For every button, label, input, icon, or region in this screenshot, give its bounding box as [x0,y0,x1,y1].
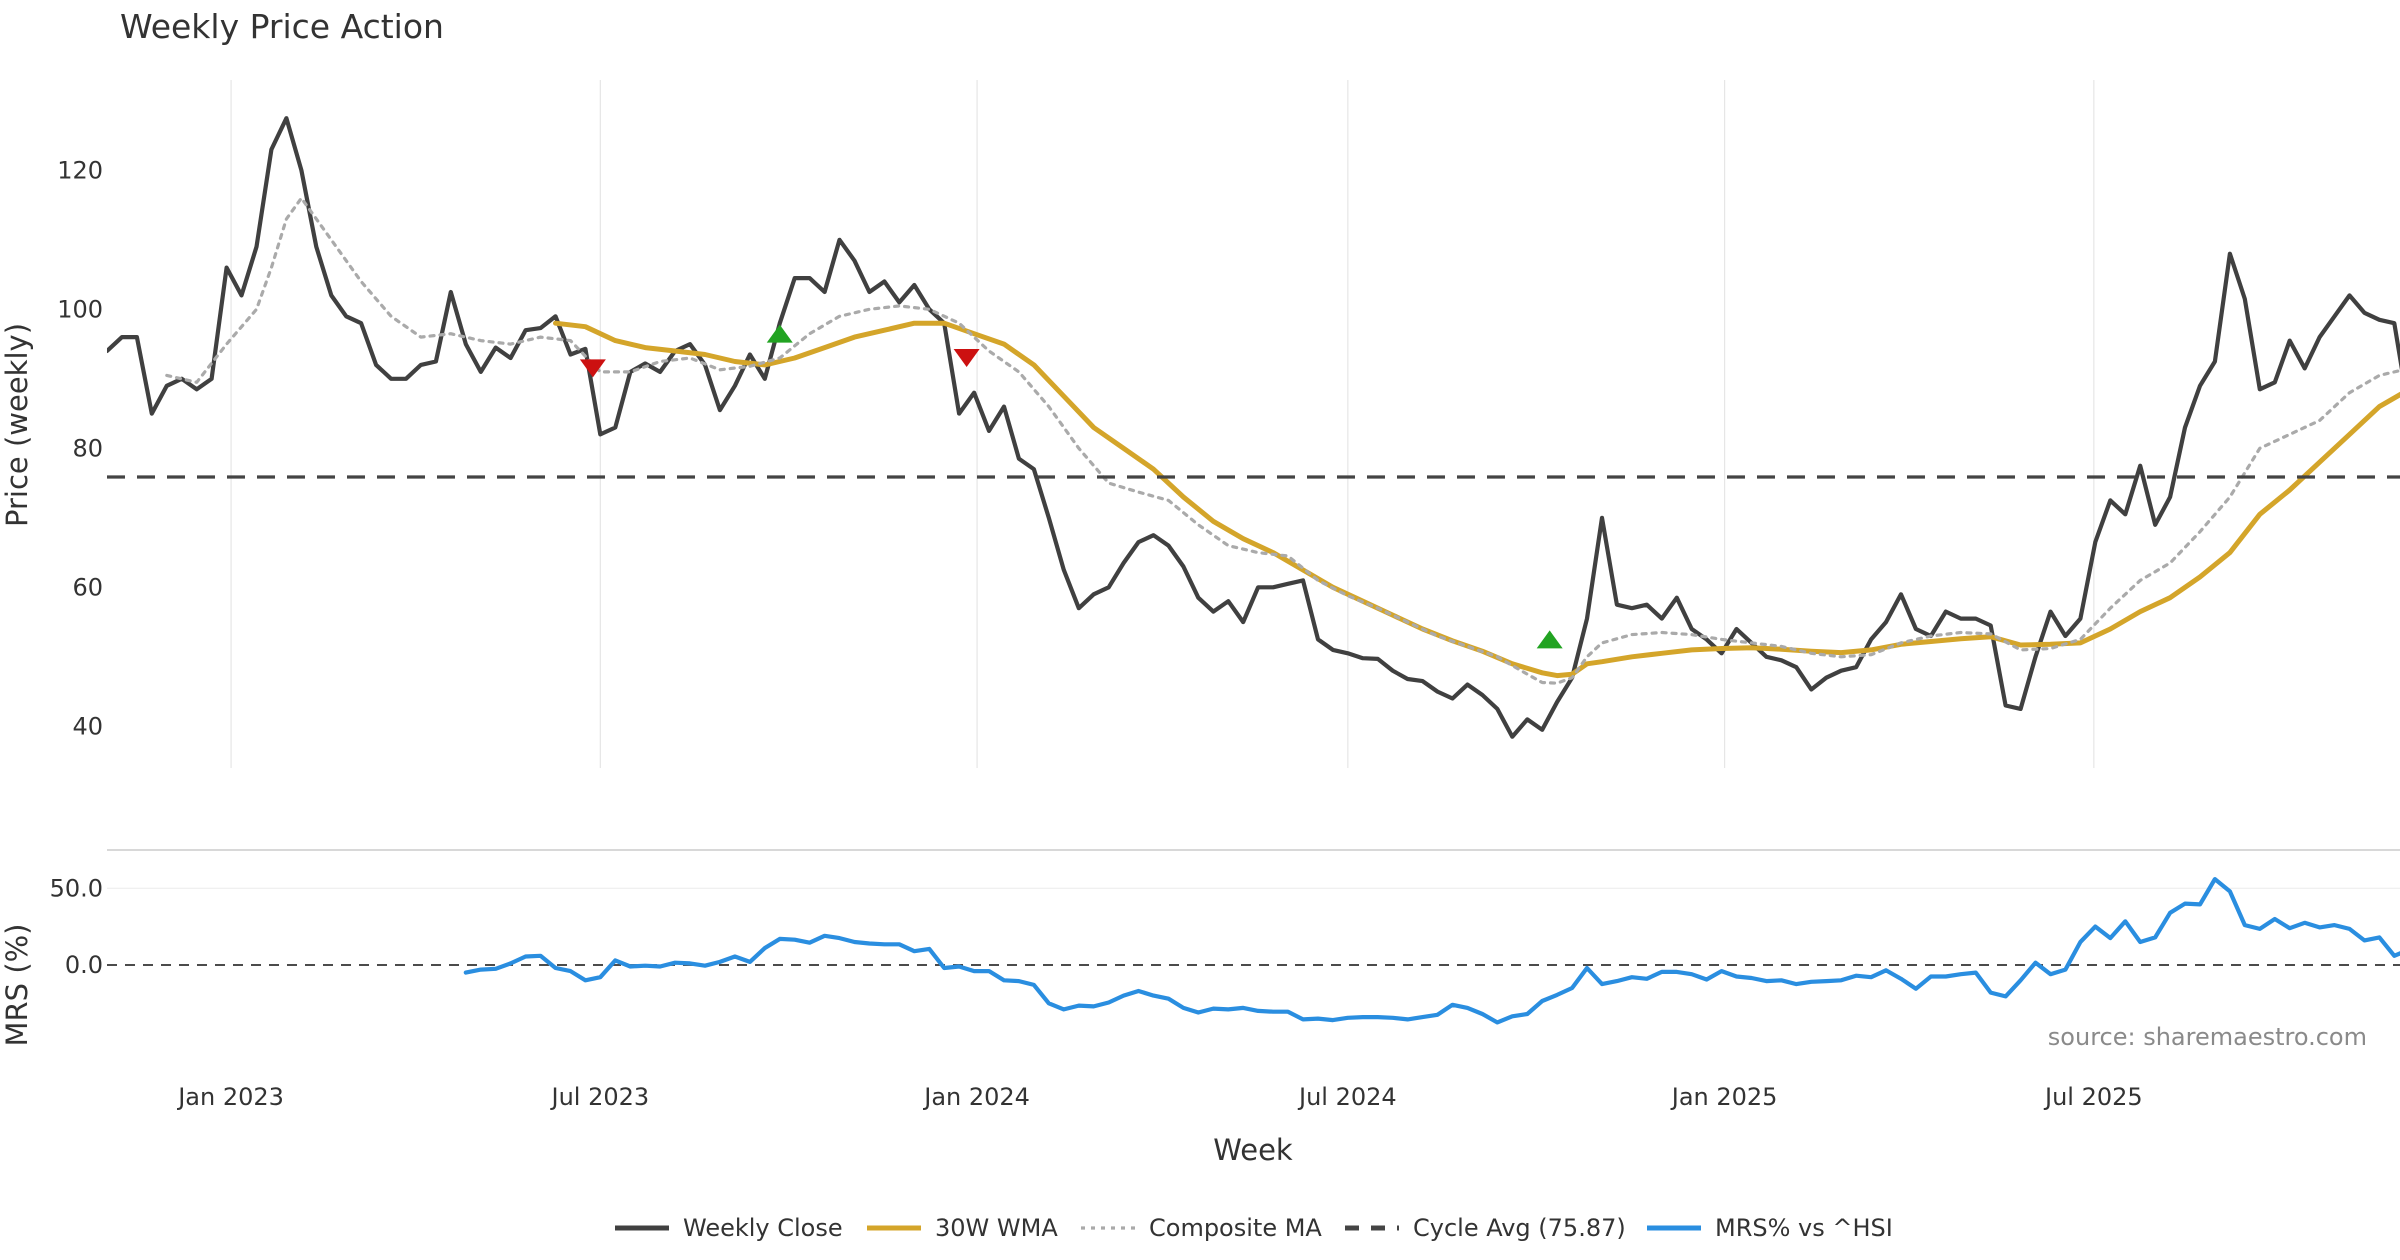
legend-label: 30W WMA [935,1214,1058,1242]
chart-title: Weekly Price Action [120,7,444,46]
buy-signal-marker [766,324,793,343]
x-tick-label: Jan 2025 [1670,1083,1778,1111]
x-tick-label: Jul 2024 [1297,1083,1397,1111]
price-y-tick-label: 100 [57,295,103,323]
legend-label: Weekly Close [683,1214,843,1242]
mrs-line [463,877,2400,1025]
x-tick-label: Jul 2023 [550,1083,650,1111]
composite-ma-line [165,196,2400,685]
price-panel [107,116,2400,739]
price-y-tick-label: 40 [72,712,103,740]
wma-30w-line [553,320,2400,679]
price-y-tick-label: 120 [57,156,103,184]
mrs-y-axis-label: MRS (%) [0,924,34,1047]
weekly-close-line [107,116,2400,739]
grid-layer [107,80,2400,889]
sell-signal-marker [579,359,606,378]
legend-label: Composite MA [1149,1214,1322,1242]
price-y-tick-label: 60 [72,573,103,601]
legend-label: MRS% vs ^HSI [1715,1214,1893,1242]
buy-signal-marker [1536,630,1563,649]
x-tick-label: Jan 2023 [176,1083,284,1111]
price-y-axis-label: Price (weekly) [0,323,34,527]
x-tick-label: Jan 2024 [922,1083,1030,1111]
x-tick-label: Jul 2025 [2043,1083,2143,1111]
x-axis-label: Week [1213,1133,1293,1167]
mrs-panel [107,877,2400,1025]
legend-label: Cycle Avg (75.87) [1413,1214,1626,1242]
tick-labels: 40 60 80 100 120 0.0 50.0 Jan 2023 Jul 2023 Jan 2… [50,156,2143,1111]
mrs-y-tick-label: 0.0 [65,951,103,979]
price-y-tick-label: 80 [72,434,103,462]
legend: Weekly Close 30W WMA Composite MA Cycle Avg… [615,1214,1893,1242]
source-credit: source: sharemaestro.com [2048,1023,2367,1051]
sell-signal-marker [953,348,980,367]
mrs-y-tick-label: 50.0 [50,874,103,902]
